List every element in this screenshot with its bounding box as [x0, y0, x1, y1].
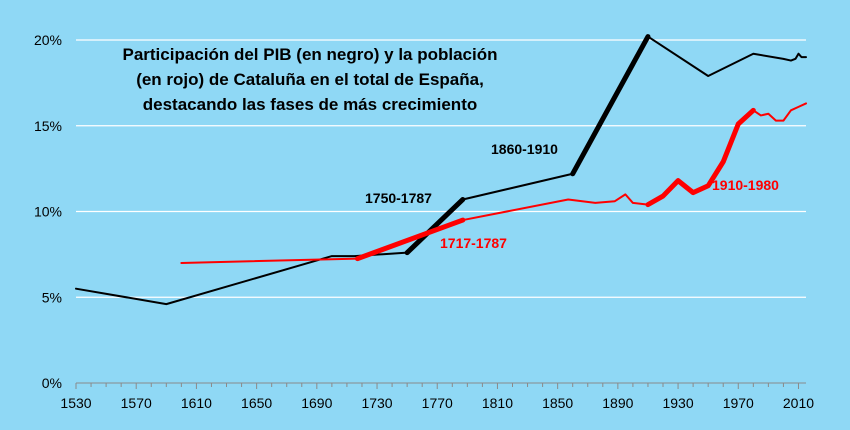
x-tick-label: 1970	[723, 395, 754, 411]
highlights	[354, 34, 756, 262]
annotation-1750-1787: 1750-1787	[365, 190, 432, 206]
x-tick-label: 1890	[602, 395, 633, 411]
x-tick-label: 1570	[121, 395, 152, 411]
annotations: 1750-1787 1860-1910 1717-1787 1910-1980	[365, 141, 779, 251]
y-tick-label: 20%	[34, 32, 62, 48]
y-tick-label: 10%	[34, 204, 62, 220]
annotation-1717-1787: 1717-1787	[440, 235, 507, 251]
highlight-segment	[404, 196, 466, 256]
y-tick-label: 5%	[42, 289, 62, 305]
series-line-pib	[75, 35, 807, 306]
x-tick-label: 1770	[422, 395, 453, 411]
axes: 0% 5% 10% 15% 20% 1530 1570 1610 1650 1690 1730 177…	[34, 32, 814, 411]
x-tick-label: 1810	[482, 395, 513, 411]
title-line: (en rojo) de Cataluña en el total de Esp…	[136, 70, 484, 89]
x-tick-label: 2010	[783, 395, 814, 411]
x-tick-label: 1530	[60, 395, 91, 411]
x-tick-label: 1930	[662, 395, 693, 411]
y-tick-label: 0%	[42, 375, 62, 391]
x-tick-label: 1650	[241, 395, 272, 411]
chart-title: Participación del PIB (en negro) y la po…	[122, 45, 497, 114]
grid	[76, 39, 806, 298]
annotation-1910-1980: 1910-1980	[712, 177, 779, 193]
x-tick-label: 1690	[301, 395, 332, 411]
highlight-segment	[570, 34, 651, 177]
y-tick-label: 15%	[34, 118, 62, 134]
title-line: Participación del PIB (en negro) y la po…	[122, 45, 497, 64]
annotation-1860-1910: 1860-1910	[491, 141, 558, 157]
x-tick-label: 1730	[361, 395, 392, 411]
title-line: destacando las fases de más crecimiento	[143, 95, 478, 114]
highlight-segment	[354, 217, 466, 262]
x-tick-label: 1610	[181, 395, 212, 411]
x-tick-label: 1850	[542, 395, 573, 411]
highlight-segment	[645, 107, 756, 208]
